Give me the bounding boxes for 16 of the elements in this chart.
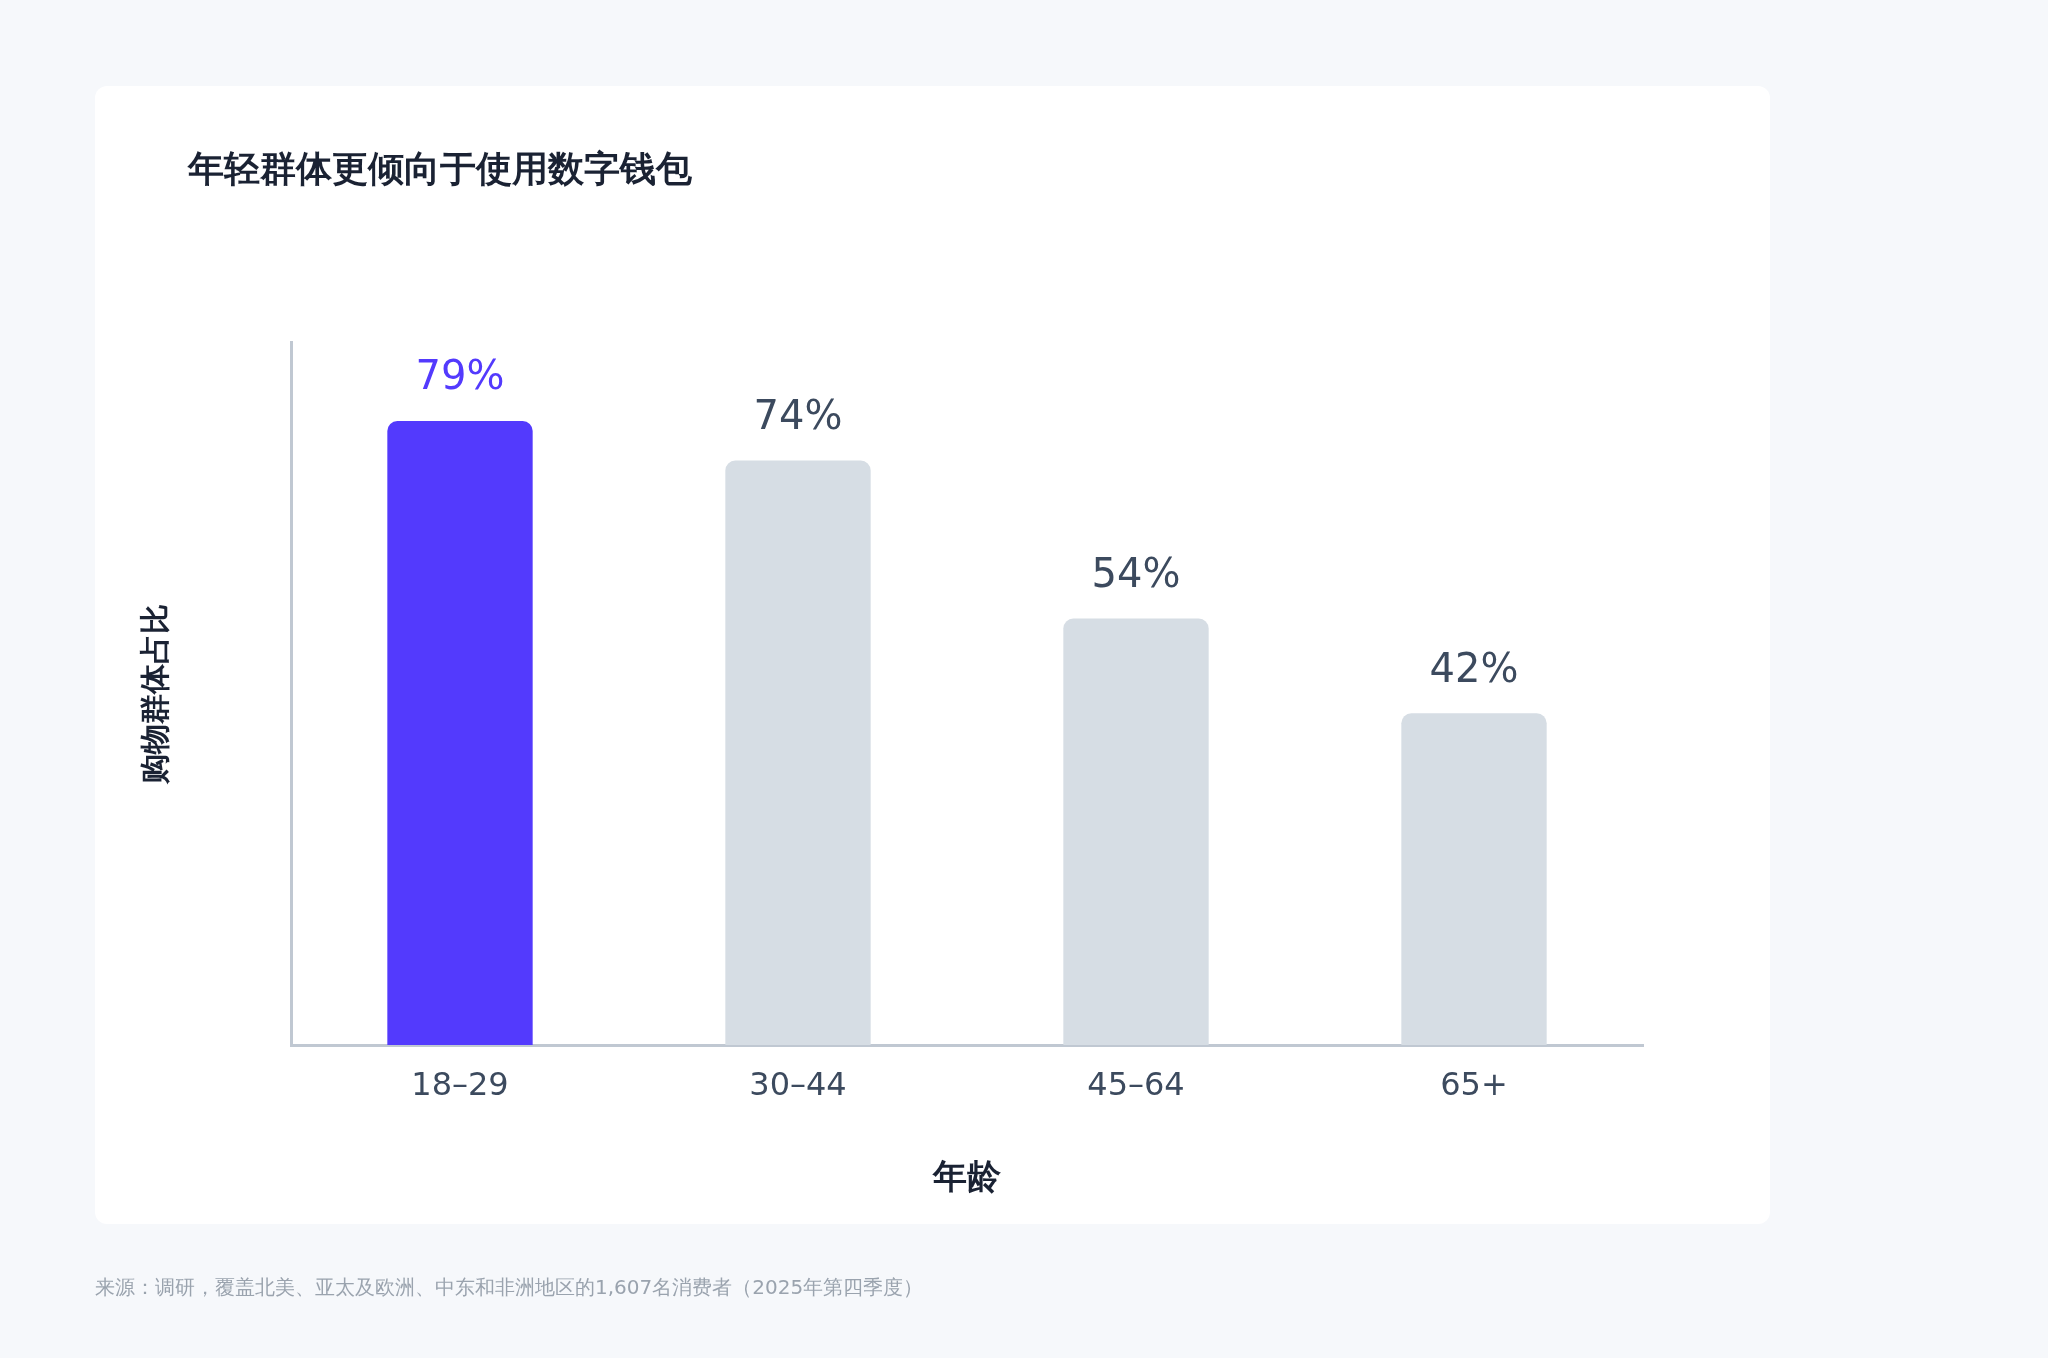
bar: [725, 460, 871, 1045]
data-label: 42%: [1429, 644, 1519, 691]
x-tick-label: 45–64: [1087, 1064, 1185, 1103]
data-label: 54%: [1091, 549, 1181, 596]
source-note: 来源：调研，覆盖北美、亚太及欧洲、中东和非洲地区的1,607名消费者（2025年第四季度）: [95, 1274, 924, 1301]
bar: [1401, 713, 1547, 1045]
x-tick-label: 65+: [1440, 1064, 1508, 1103]
data-label: 74%: [753, 391, 843, 438]
bar: [1063, 618, 1209, 1045]
y-axis-title: 购物群体占比: [136, 603, 172, 785]
x-tick-label: 18–29: [411, 1064, 509, 1103]
x-axis-title: 年龄: [932, 1156, 1002, 1197]
chart-title: 年轻群体更倾向于使用数字钱包: [188, 147, 692, 191]
x-tick-label: 30–44: [749, 1064, 847, 1103]
data-label: 79%: [415, 352, 505, 399]
bar: [387, 420, 533, 1045]
